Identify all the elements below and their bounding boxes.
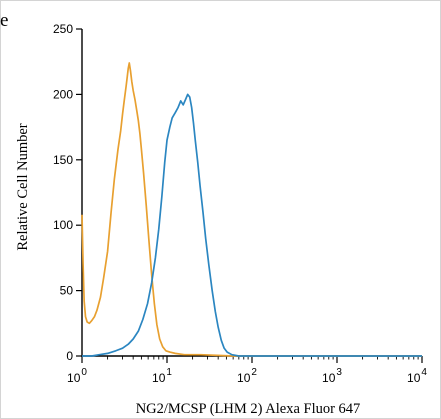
stained-histogram-line — [82, 93, 422, 357]
control-histogram-line — [81, 62, 422, 357]
y-tick-label: 0 — [66, 349, 73, 363]
series-lines — [81, 62, 422, 357]
x-tick-label: 100 — [67, 367, 87, 385]
x-tick-label: 104 — [407, 367, 427, 385]
y-tick-label: 150 — [53, 153, 73, 167]
x-tick-label: 103 — [322, 367, 342, 385]
x-axis: 100 101 102 103 104 — [67, 355, 427, 385]
y-tick-label: 250 — [53, 22, 73, 36]
y-tick-label: 200 — [53, 87, 73, 101]
y-axis: 0 50 100 150 200 250 — [53, 22, 83, 363]
y-tick-label: 50 — [60, 284, 74, 298]
y-tick-label: 100 — [53, 218, 73, 232]
panel-letter: e — [0, 12, 9, 30]
y-axis-title: Relative Cell Number — [15, 123, 31, 250]
x-tick-label: 101 — [152, 367, 172, 385]
x-tick-label: 102 — [237, 367, 257, 385]
x-axis-title: NG2/MCSP (LHM 2) Alexa Fluor 647 — [136, 401, 361, 417]
